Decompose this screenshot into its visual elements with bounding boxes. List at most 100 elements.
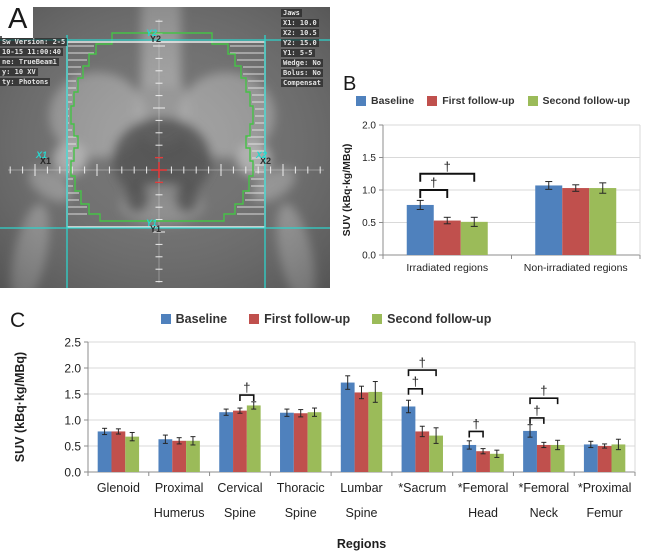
mlc-contour xyxy=(70,32,254,222)
y-tick-label: 2.0 xyxy=(362,121,376,132)
sig-bracket xyxy=(407,388,424,395)
sig-bracket xyxy=(529,417,545,424)
category-label: Spine xyxy=(224,506,256,520)
bar xyxy=(489,453,504,472)
sig-dagger: † xyxy=(430,175,437,190)
overlay-text-line: ty: Photons xyxy=(0,78,51,86)
legend-swatch xyxy=(372,314,383,324)
category-label: *Sacrum xyxy=(398,481,446,495)
legend-item: Second follow-up xyxy=(372,312,491,326)
legend-swatch xyxy=(527,96,538,106)
y-tick-label: 2.0 xyxy=(64,361,81,375)
category-label: Humerus xyxy=(154,506,205,520)
bar-chart-bone-sites: 0.00.51.01.52.02.5† †††††Glenoid ProximalH… xyxy=(13,335,636,551)
overlay-text-line: Wedge: No xyxy=(281,59,323,67)
bar xyxy=(354,392,369,472)
y-axis-title: SUV (kBq·kg/MBq) xyxy=(341,144,353,237)
overlay-text-line: Bolus: No xyxy=(281,69,323,77)
panel-b-label: B xyxy=(343,73,357,95)
category-label: Thoracic xyxy=(277,481,325,495)
bar xyxy=(536,444,551,472)
legend-item: Baseline xyxy=(356,95,414,107)
y-tick-label: 0.5 xyxy=(362,218,376,229)
sig-bracket xyxy=(239,394,255,402)
bar xyxy=(172,440,187,472)
category-label: Neck xyxy=(530,506,559,520)
jaw-label-text: Y1 xyxy=(146,218,158,228)
legend-label: Baseline xyxy=(175,312,228,326)
bar xyxy=(246,405,261,472)
y-tick-label: 2.5 xyxy=(64,335,81,349)
sig-dagger: † xyxy=(533,403,540,418)
bar xyxy=(429,435,443,472)
sig-dagger: † xyxy=(419,355,426,370)
jaw-label-shadow: Y1 xyxy=(150,224,162,234)
sig-dagger: † xyxy=(444,159,451,174)
jaw-label-bottom: Y1 Y1 xyxy=(146,218,161,234)
y-tick-label: 1.5 xyxy=(362,153,376,164)
bar xyxy=(158,439,173,472)
panel-b-chart: B Baseline First follow-up Second follow-u… xyxy=(340,62,647,294)
jaw-label-text: Y2 xyxy=(146,28,158,38)
legend: Baseline First follow-up Second follow-up xyxy=(8,312,644,326)
y-axis-title: SUV (kBq·kg/MBq) xyxy=(13,352,27,462)
jaw-label-top: Y2 Y2 xyxy=(146,28,161,44)
bar xyxy=(433,220,461,255)
bar xyxy=(401,406,416,472)
y-tick-label: 0.0 xyxy=(64,465,81,479)
legend-item: Baseline xyxy=(160,312,228,326)
jaw-label-shadow: X1 xyxy=(40,156,52,166)
category-label: *Femoral xyxy=(518,481,569,495)
category-label: Irradiated regions xyxy=(406,262,488,274)
bar xyxy=(611,444,626,472)
legend-swatch xyxy=(160,314,171,324)
y-tick-label: 1.0 xyxy=(64,413,81,427)
overlay-text-line: Sw Version: 2-5 xyxy=(0,38,68,46)
beam-hatching xyxy=(68,45,264,215)
panel-a-label: A xyxy=(2,5,34,38)
overlay-text-line: y: 10 XV xyxy=(0,68,38,76)
bar xyxy=(307,412,322,472)
legend-label: Baseline xyxy=(371,95,415,107)
overlay-text-line: Y1: 5-5 xyxy=(281,49,315,57)
category-label: *Proximal xyxy=(578,481,632,495)
overlay-text-line: X2: 10.5 xyxy=(281,29,319,37)
bar xyxy=(186,440,200,472)
jaw-label-shadow: Y2 xyxy=(150,34,162,44)
jaw-info-overlay: Jaws X1: 10.0 X2: 10.5 Y2: 15.0 Y1: 5-5 Wedge… xyxy=(281,9,330,89)
category-label: Proximal xyxy=(155,481,204,495)
legend-swatch xyxy=(249,314,260,324)
category-label: Glenoid xyxy=(97,481,140,495)
legend-label: First follow-up xyxy=(264,312,351,326)
sig-bracket xyxy=(468,430,484,438)
bar xyxy=(415,431,430,472)
category-label: Spine xyxy=(346,506,378,520)
bar xyxy=(111,431,126,472)
bar xyxy=(293,413,308,472)
bar xyxy=(597,446,612,472)
legend-swatch xyxy=(427,96,438,106)
sig-bracket xyxy=(407,369,437,377)
legend-label: Second follow-up xyxy=(387,312,492,326)
bar xyxy=(406,204,434,255)
sig-dagger: † xyxy=(473,416,480,431)
jaw-label-text: X2 xyxy=(256,150,268,160)
y-tick-label: 1.5 xyxy=(64,387,81,401)
y-tick-label: 0.5 xyxy=(64,439,81,453)
sig-dagger: † xyxy=(243,380,250,395)
category-label: *Femoral xyxy=(458,481,509,495)
legend-label: First follow-up xyxy=(442,95,515,107)
category-label: Femur xyxy=(587,506,623,520)
jaw-label-left: X1 X1 xyxy=(36,150,51,166)
bar xyxy=(462,444,477,472)
y-tick-label: 1.0 xyxy=(362,186,376,197)
category-label: Spine xyxy=(285,506,317,520)
sig-bracket xyxy=(419,172,476,182)
legend: Baseline First follow-up Second follow-up xyxy=(356,95,630,107)
panel-c-chart: C Baseline First follow-up Second follow-u… xyxy=(8,296,644,552)
category-label: Lumbar xyxy=(340,481,382,495)
panel-a-radiograph: A Sw Version: 2-5 10-15 11:00:40 ne: TrueB… xyxy=(0,5,330,288)
bar xyxy=(589,188,617,255)
jaw-label-text: X1 xyxy=(36,150,48,160)
